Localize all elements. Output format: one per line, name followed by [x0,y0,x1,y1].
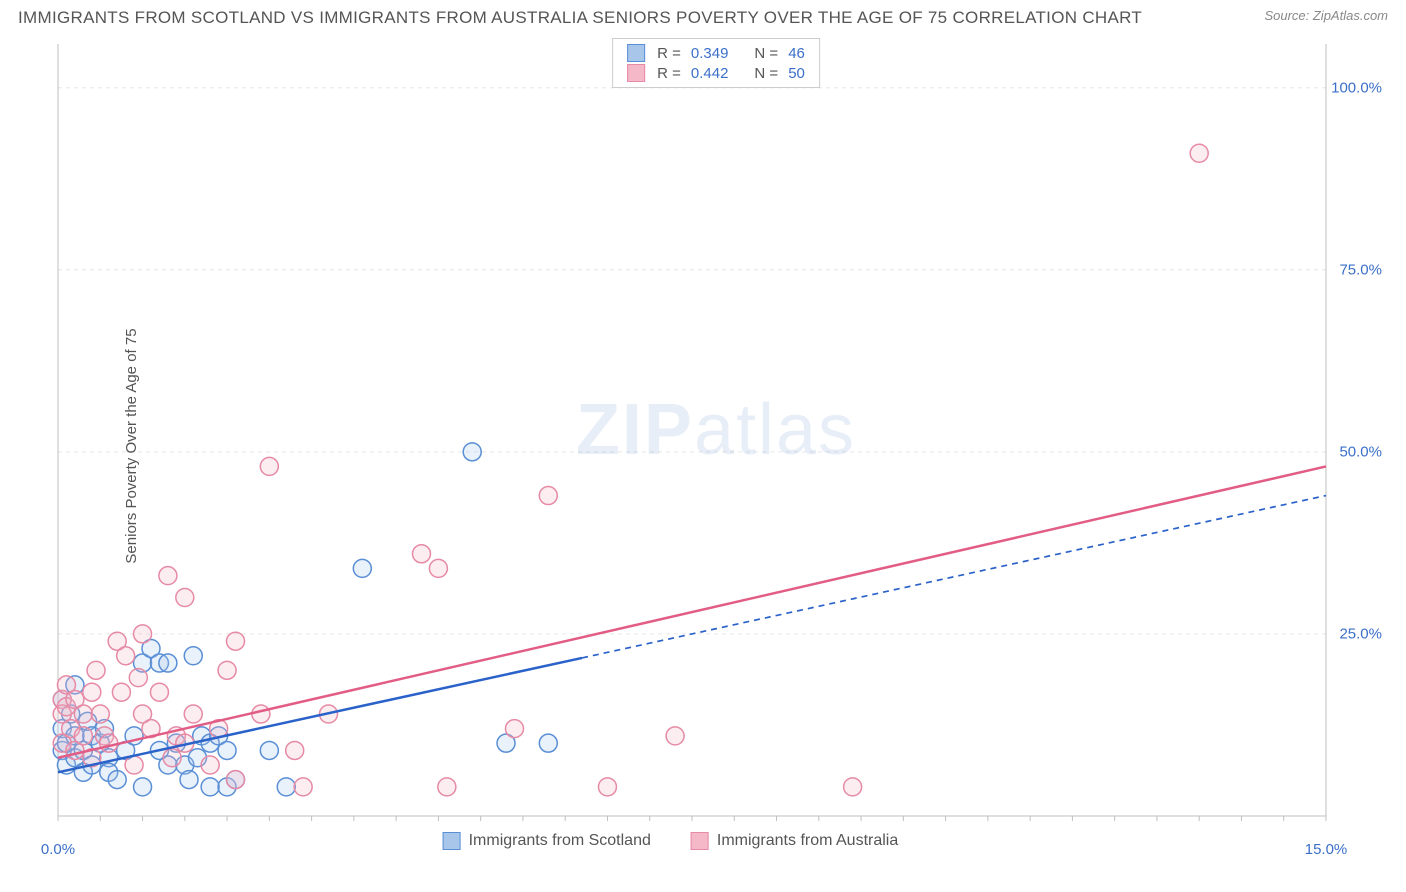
ytick-label: 75.0% [1339,261,1382,278]
ytick-label: 25.0% [1339,625,1382,642]
chart-title: IMMIGRANTS FROM SCOTLAND VS IMMIGRANTS F… [18,8,1142,28]
chart-header: IMMIGRANTS FROM SCOTLAND VS IMMIGRANTS F… [18,8,1388,28]
swatch-australia [627,64,645,82]
legend-row-scotland: R = 0.349 N = 46 [627,43,805,63]
scatter-chart [46,38,1386,854]
legend-row-australia: R = 0.442 N = 50 [627,63,805,83]
plot-area: ZIPatlas R = 0.349 N = 46 R = 0.442 N = … [46,38,1386,854]
swatch-australia-icon [691,832,709,850]
legend-series: Immigrants from Scotland Immigrants from… [443,832,899,850]
swatch-scotland [627,44,645,62]
ytick-label: 50.0% [1339,443,1382,460]
legend-item-scotland: Immigrants from Scotland [443,832,651,850]
swatch-scotland-icon [443,832,461,850]
y-axis-label: Seniors Poverty Over the Age of 75 [123,328,140,563]
legend-correlation: R = 0.349 N = 46 R = 0.442 N = 50 [612,38,820,88]
chart-source: Source: ZipAtlas.com [1264,8,1388,23]
xtick-label: 0.0% [41,841,75,858]
ytick-label: 100.0% [1331,79,1382,96]
legend-item-australia: Immigrants from Australia [691,832,898,850]
xtick-label: 15.0% [1305,841,1348,858]
